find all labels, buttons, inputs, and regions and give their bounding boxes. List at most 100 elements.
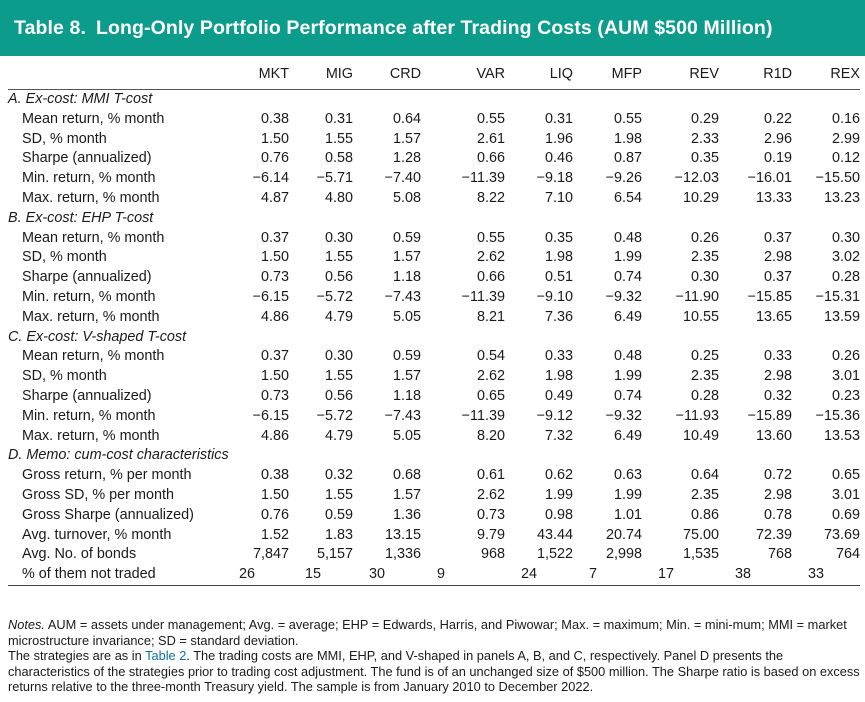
panel-header-row: C. Ex-cost: V-shaped T-cost (8, 328, 860, 348)
table-cell: 0.33 (544, 348, 573, 365)
table-cell: 1,336 (384, 546, 421, 563)
column-header-crd: CRD (353, 60, 421, 90)
row-label: Min. return, % month (22, 170, 156, 187)
table-cell: 0.30 (324, 229, 353, 246)
table-cell: 0.72 (763, 467, 792, 484)
table-cell: 0.48 (613, 229, 642, 246)
table-cell: 9.79 (476, 526, 505, 543)
notes-line-2: The strategies are as in Table 2. The tr… (8, 648, 860, 695)
table-cell: 72.39 (755, 526, 792, 543)
column-header-row: MKT MIG CRD VAR LIQ MFP REV R1D REX (8, 60, 860, 90)
row-label: Mean return, % month (22, 229, 165, 246)
row-label: Gross Sharpe (annualized) (22, 506, 194, 523)
table-cell: 1.98 (544, 249, 573, 266)
table-cell: 0.37 (763, 269, 792, 286)
table-cell: 2.98 (763, 368, 792, 385)
table-cell: 2.98 (763, 249, 792, 266)
table-row: Avg. No. of bonds 7,847 5,157 1,336 968 1,522… (8, 545, 860, 565)
table-cell: 73.69 (823, 526, 860, 543)
table-cell: 0.61 (476, 467, 505, 484)
table-cell: −15.85 (747, 288, 792, 305)
table-cell: 1.99 (613, 368, 642, 385)
table-cell: 0.38 (260, 110, 289, 127)
table-cell: 1.57 (392, 130, 421, 147)
table-cell: 1.28 (392, 150, 421, 167)
table-cell: 38 (719, 565, 792, 586)
table-cell: 1.55 (324, 249, 353, 266)
table-cell: 1.98 (544, 368, 573, 385)
row-label: Avg. No. of bonds (22, 546, 137, 563)
table-row: Min. return, % month −6.15 −5.72 −7.43 −11.3… (8, 288, 860, 308)
table-cell: 6.49 (613, 308, 642, 325)
table-cell: 1.83 (324, 526, 353, 543)
table-cell: 0.65 (476, 387, 505, 404)
table-cell: −5.71 (316, 170, 353, 187)
table-cell: 4.87 (260, 189, 289, 206)
table-body: A. Ex-cost: MMI T-cost Mean return, % mon… (8, 90, 860, 586)
table-cell: 1.50 (260, 368, 289, 385)
table-cell: 0.35 (544, 229, 573, 246)
table-cell: 0.59 (324, 506, 353, 523)
table-cell: 8.21 (476, 308, 505, 325)
row-label: Mean return, % month (22, 110, 165, 127)
table-cell: −11.39 (461, 170, 505, 187)
table-2-link[interactable]: Table 2 (145, 648, 187, 664)
row-label: % of them not traded (8, 565, 223, 586)
row-label: Max. return, % month (22, 308, 160, 325)
table-cell: 26 (223, 565, 289, 586)
table-cell: −5.72 (316, 407, 353, 424)
table-cell: −7.43 (384, 288, 421, 305)
table-cell: 0.63 (613, 467, 642, 484)
panel-header-row: D. Memo: cum-cost characteristics (8, 446, 860, 466)
table-cell: 30 (353, 565, 421, 586)
table-row: Gross return, % per month 0.38 0.32 0.68 0.6… (8, 466, 860, 486)
table-row: Mean return, % month 0.38 0.31 0.64 0.55 0.31… (8, 110, 860, 130)
row-label: SD, % month (22, 249, 107, 266)
table-cell: −11.93 (675, 407, 719, 424)
notes-text-pre: The strategies are as in (8, 648, 146, 664)
table-cell: 13.59 (823, 308, 860, 325)
table-cell: −7.43 (384, 407, 421, 424)
table-cell: 1.18 (392, 269, 421, 286)
table-cell: −11.39 (461, 288, 505, 305)
table-cell: 15 (289, 565, 353, 586)
table-cell: 0.31 (544, 110, 573, 127)
table-cell: 0.54 (476, 348, 505, 365)
column-header-liq: LIQ (505, 60, 573, 90)
table-cell: 8.22 (476, 189, 505, 206)
table-cell: 0.87 (613, 150, 642, 167)
notes-line-1: Notes. AUM = assets under management; Av… (8, 617, 860, 648)
table-cell: 0.73 (260, 387, 289, 404)
table-cell: 1.36 (392, 506, 421, 523)
table-cell: 0.12 (831, 150, 860, 167)
table-cell: 0.55 (613, 110, 642, 127)
table-cell: 1.99 (613, 249, 642, 266)
panel-title: A. Ex-cost: MMI T-cost (8, 91, 153, 107)
table-cell: −12.03 (674, 170, 719, 187)
table-cell: −11.39 (461, 407, 505, 424)
table-cell: 0.25 (690, 348, 719, 365)
table-cell: 13.65 (755, 308, 792, 325)
row-label: Avg. turnover, % month (22, 526, 172, 543)
table-cell: 0.62 (544, 467, 573, 484)
table-cell: 2.35 (690, 249, 719, 266)
row-label: SD, % month (22, 130, 107, 147)
table-cell: 0.73 (476, 506, 505, 523)
table-cell: 1.52 (260, 526, 289, 543)
table-cell: −6.14 (252, 170, 289, 187)
table-row: Mean return, % month 0.37 0.30 0.59 0.55 0.35… (8, 229, 860, 249)
panel-title: D. Memo: cum-cost characteristics (8, 447, 229, 464)
table-title: Long-Only Portfolio Performance after Tr… (95, 16, 773, 39)
table-cell: 7 (573, 565, 642, 586)
row-label: Sharpe (annualized) (22, 150, 152, 167)
table-cell: 0.55 (476, 110, 505, 127)
table-cell: 9 (421, 565, 505, 586)
row-label: Gross return, % per month (22, 467, 192, 484)
notes-label: Notes. (8, 617, 45, 632)
table-cell: 0.55 (476, 229, 505, 246)
table-cell: 6.49 (613, 427, 642, 444)
table-row: SD, % month 1.50 1.55 1.57 2.61 1.96 1.98 2.33 2… (8, 130, 860, 150)
table-cell: 1.99 (544, 486, 573, 503)
table-cell: 10.55 (682, 308, 719, 325)
table-cell: 7.10 (544, 189, 573, 206)
